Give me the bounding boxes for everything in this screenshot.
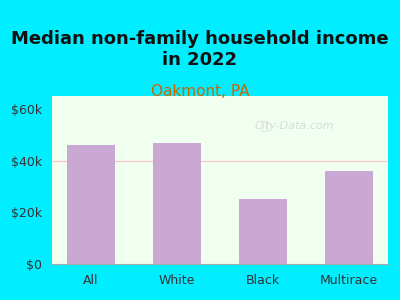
Bar bbox=[239, 200, 287, 264]
Text: Oakmont, PA: Oakmont, PA bbox=[151, 84, 249, 99]
Text: City-Data.com: City-Data.com bbox=[254, 121, 334, 131]
Bar bbox=[326, 171, 373, 264]
Text: 🔍: 🔍 bbox=[260, 120, 268, 133]
Bar bbox=[153, 142, 201, 264]
Text: Median non-family household income
in 2022: Median non-family household income in 20… bbox=[11, 30, 389, 69]
Bar bbox=[67, 145, 114, 264]
